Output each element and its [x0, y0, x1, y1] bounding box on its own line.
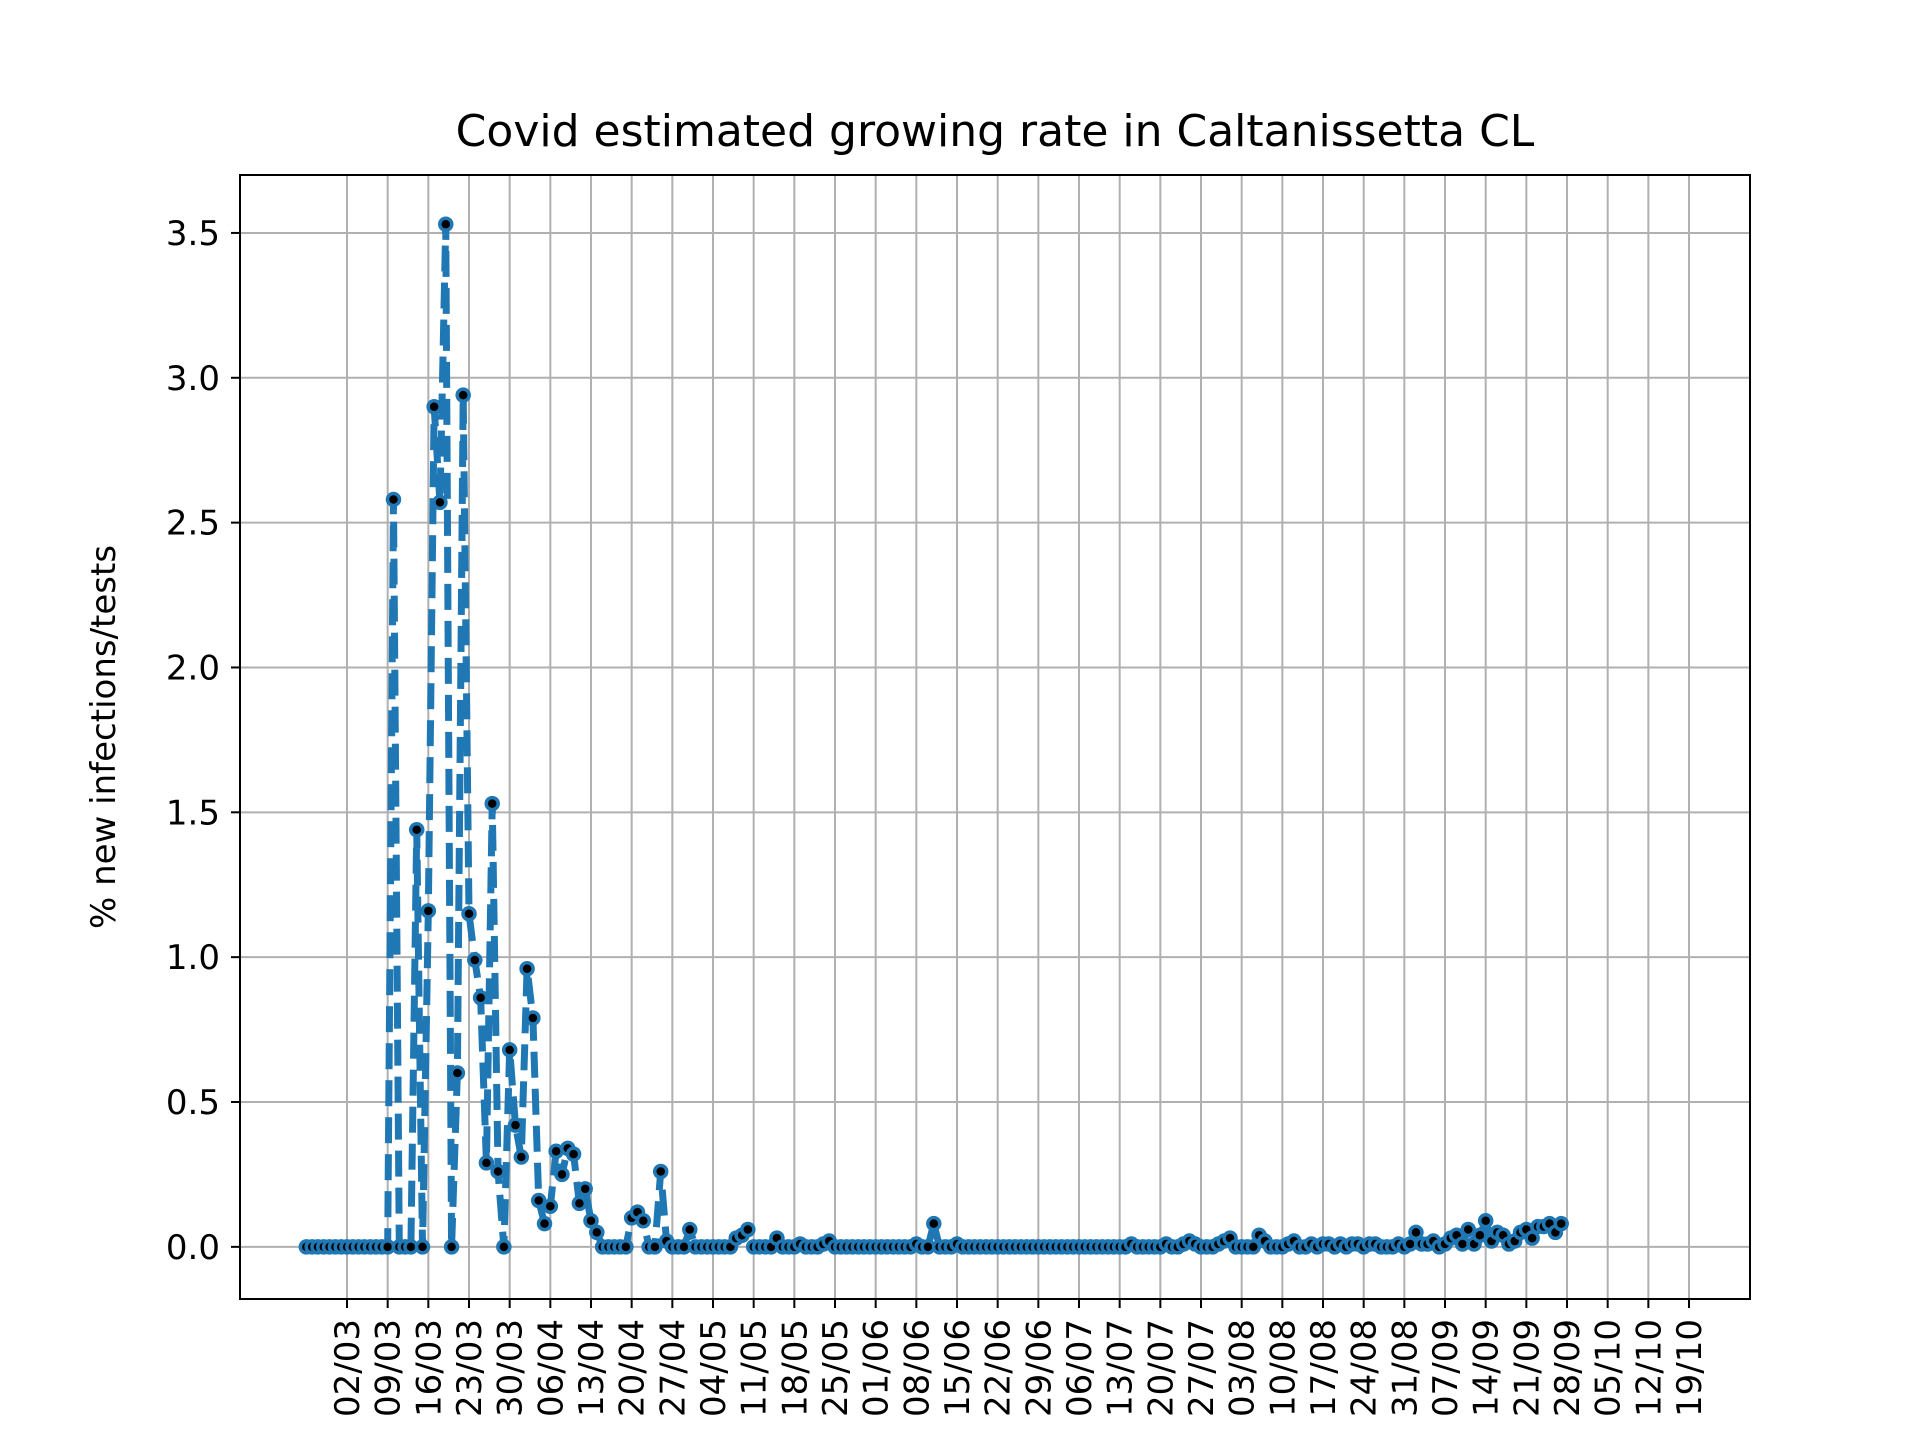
data-point	[426, 399, 442, 415]
data-point	[1553, 1215, 1569, 1232]
data-point	[443, 1239, 460, 1255]
x-tick-label: 13/07	[1101, 1319, 1141, 1417]
data-point	[1460, 1221, 1477, 1238]
grid-lines	[240, 175, 1750, 1299]
data-point	[467, 952, 483, 968]
x-tick-label: 21/09	[1507, 1319, 1547, 1417]
x-tick-label: 30/03	[491, 1319, 531, 1417]
series-layer	[298, 216, 1569, 1255]
x-tick-label: 24/08	[1345, 1319, 1385, 1417]
x-tick-label: 06/04	[531, 1319, 571, 1417]
data-point	[1245, 1239, 1262, 1255]
x-tick-label: 02/03	[328, 1319, 368, 1417]
data-point	[414, 1239, 431, 1255]
x-tick-label: 28/09	[1548, 1319, 1588, 1417]
x-tick-label: 07/09	[1426, 1319, 1466, 1417]
data-point	[455, 387, 471, 403]
y-tick-label: 0.0	[166, 1228, 220, 1268]
x-tick-label: 27/07	[1182, 1319, 1222, 1417]
x-tick-label: 25/05	[816, 1319, 856, 1417]
axis-layer: 0.00.51.01.52.02.53.03.502/03 09/03 16/03 2…	[166, 214, 1710, 1417]
data-point	[1524, 1230, 1540, 1246]
data-point	[484, 795, 500, 812]
data-point	[420, 903, 437, 919]
x-tick-label: 18/05	[775, 1319, 815, 1417]
data-point	[530, 1192, 547, 1209]
y-tick-label: 3.0	[166, 359, 220, 399]
data-point	[501, 1042, 518, 1058]
data-point	[571, 1195, 588, 1212]
data-point	[652, 1163, 669, 1180]
data-point	[589, 1224, 605, 1241]
data-point	[682, 1221, 698, 1238]
data-point	[618, 1239, 634, 1255]
data-point	[490, 1163, 506, 1180]
x-tick-label: 05/10	[1589, 1319, 1629, 1417]
data-point	[542, 1198, 559, 1215]
y-tick-label: 1.5	[166, 793, 220, 833]
data-point	[432, 494, 448, 511]
data-point	[438, 216, 454, 232]
x-tick-label: 19/10	[1670, 1319, 1710, 1417]
x-tick-label: 15/06	[938, 1319, 978, 1417]
data-point	[554, 1166, 570, 1183]
x-tick-label: 16/03	[409, 1319, 449, 1417]
x-tick-label: 14/09	[1467, 1319, 1507, 1417]
data-point	[525, 1010, 541, 1026]
data-point	[519, 961, 535, 977]
x-tick-label: 01/06	[857, 1319, 897, 1417]
x-tick-label: 29/06	[1019, 1319, 1059, 1417]
data-point	[513, 1149, 530, 1165]
data-point	[478, 1155, 495, 1171]
x-tick-label: 11/05	[735, 1319, 775, 1417]
x-tick-label: 03/08	[1223, 1319, 1263, 1417]
x-tick-label: 20/04	[613, 1319, 653, 1417]
x-tick-label: 08/06	[897, 1319, 937, 1417]
data-point	[583, 1213, 599, 1229]
data-point	[565, 1146, 582, 1162]
data-point	[461, 905, 477, 922]
x-tick-label: 06/07	[1060, 1319, 1100, 1417]
y-tick-label: 3.5	[166, 214, 220, 254]
x-tick-label: 31/08	[1385, 1319, 1425, 1417]
data-point	[635, 1213, 652, 1229]
x-tick-label: 17/08	[1304, 1319, 1344, 1417]
x-tick-label: 13/04	[572, 1319, 612, 1417]
data-point	[926, 1215, 942, 1232]
y-tick-label: 1.0	[166, 938, 220, 978]
x-tick-label: 23/03	[450, 1319, 490, 1417]
x-tick-label: 04/05	[694, 1319, 734, 1417]
data-point	[449, 1065, 466, 1081]
data-point	[647, 1239, 663, 1255]
y-tick-label: 2.0	[166, 648, 220, 688]
data-point	[740, 1221, 756, 1238]
x-tick-label: 22/06	[979, 1319, 1019, 1417]
data-point	[1477, 1213, 1494, 1229]
plot-area-frame	[239, 174, 1751, 1300]
data-point	[507, 1117, 524, 1133]
data-point	[577, 1181, 593, 1197]
x-tick-label: 10/08	[1263, 1319, 1303, 1417]
chart-title: Covid estimated growing rate in Caltanis…	[456, 106, 1535, 157]
x-tick-label: 12/10	[1629, 1319, 1669, 1417]
data-point	[408, 821, 425, 838]
y-tick-label: 0.5	[166, 1083, 220, 1123]
x-tick-label: 27/04	[653, 1319, 693, 1417]
x-tick-label: 20/07	[1141, 1319, 1181, 1417]
x-tick-label: 09/03	[369, 1319, 409, 1417]
data-point	[1472, 1227, 1488, 1244]
data-point	[536, 1215, 553, 1232]
data-point	[1408, 1224, 1424, 1241]
y-axis-label: % new infections/tests	[84, 545, 124, 929]
data-point	[496, 1239, 512, 1255]
data-point	[385, 491, 402, 508]
data-point	[472, 989, 489, 1006]
y-tick-label: 2.5	[166, 504, 220, 544]
